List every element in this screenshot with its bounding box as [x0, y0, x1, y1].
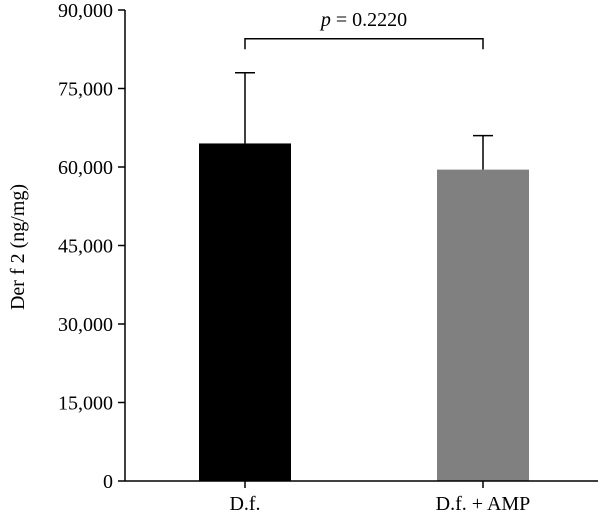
y-tick-label: 90,000 — [58, 0, 113, 22]
y-tick-label: 30,000 — [58, 314, 113, 336]
y-axis-title: Der f 2 (ng/mg) — [7, 184, 29, 310]
y-tick-label: 0 — [103, 471, 113, 493]
y-tick-label: 75,000 — [58, 79, 113, 101]
x-tick-label: D.f. — [229, 493, 260, 515]
significance-bracket — [244, 38, 484, 50]
y-tick-label: 60,000 — [58, 157, 113, 179]
y-tick-label: 45,000 — [58, 236, 113, 258]
bar-1 — [199, 143, 291, 481]
bar-2 — [437, 169, 529, 481]
y-tick-label: 15,000 — [58, 393, 113, 415]
p-value-annotation: p = 0.2220 — [319, 9, 407, 31]
x-tick-label: D.f. + AMP — [436, 493, 531, 515]
